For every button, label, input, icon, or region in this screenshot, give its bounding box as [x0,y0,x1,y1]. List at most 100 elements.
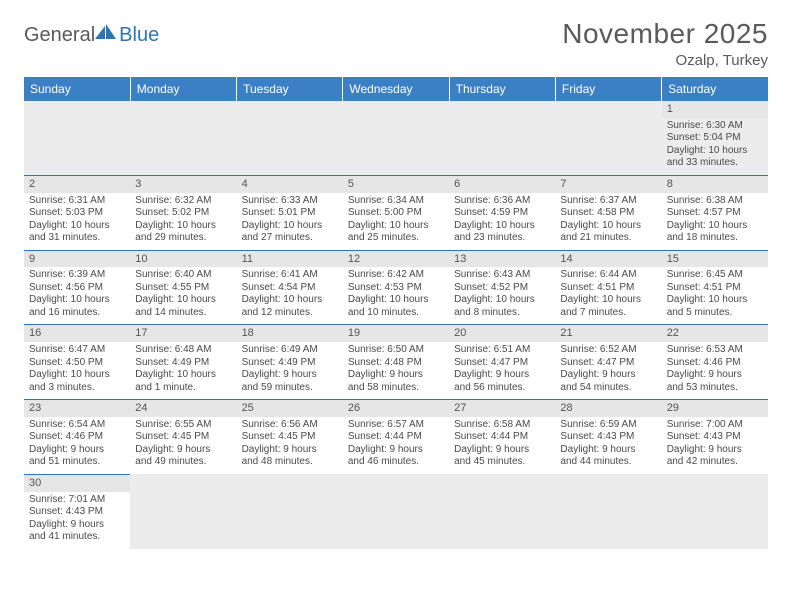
day-number: 17 [130,325,236,342]
calendar-cell: 25Sunrise: 6:56 AMSunset: 4:45 PMDayligh… [237,400,343,475]
sunset-text: Sunset: 4:51 PM [560,282,656,295]
day-details: Sunrise: 6:50 AMSunset: 4:48 PMDaylight:… [348,344,444,394]
calendar-cell: 22Sunrise: 6:53 AMSunset: 4:46 PMDayligh… [662,325,768,400]
daylight-text: and 23 minutes. [454,232,550,245]
sunset-text: Sunset: 4:49 PM [135,357,231,370]
daylight-text: and 44 minutes. [560,456,656,469]
sunset-text: Sunset: 4:58 PM [560,207,656,220]
calendar-cell: 11Sunrise: 6:41 AMSunset: 4:54 PMDayligh… [237,250,343,325]
calendar-cell [343,474,449,548]
daylight-text: and 49 minutes. [135,456,231,469]
calendar-cell: 23Sunrise: 6:54 AMSunset: 4:46 PMDayligh… [24,400,130,475]
calendar-cell [343,101,449,175]
sunset-text: Sunset: 5:00 PM [348,207,444,220]
sunrise-text: Sunrise: 6:42 AM [348,269,444,282]
daylight-text: and 14 minutes. [135,307,231,320]
day-number: 1 [662,101,768,118]
sunset-text: Sunset: 4:43 PM [29,506,125,519]
calendar-cell: 28Sunrise: 6:59 AMSunset: 4:43 PMDayligh… [555,400,661,475]
day-details: Sunrise: 6:43 AMSunset: 4:52 PMDaylight:… [454,269,550,319]
calendar-cell [237,474,343,548]
calendar-cell: 2Sunrise: 6:31 AMSunset: 5:03 PMDaylight… [24,175,130,250]
daylight-text: and 46 minutes. [348,456,444,469]
day-details: Sunrise: 6:30 AMSunset: 5:04 PMDaylight:… [667,120,763,170]
daylight-text: Daylight: 9 hours [29,519,125,532]
calendar-cell [130,474,236,548]
day-header: Friday [555,77,661,101]
calendar-cell: 26Sunrise: 6:57 AMSunset: 4:44 PMDayligh… [343,400,449,475]
logo-text-general: General [24,24,95,47]
location: Ozalp, Turkey [562,52,768,69]
daylight-text: and 54 minutes. [560,382,656,395]
daylight-text: Daylight: 10 hours [348,294,444,307]
calendar-cell: 20 Sunrise: 6:51 AMSunset: 4:47 PMDayligh… [449,325,555,400]
sunset-text: Sunset: 4:50 PM [29,357,125,370]
daylight-text: Daylight: 9 hours [560,444,656,457]
daylight-text: Daylight: 10 hours [667,220,763,233]
daylight-text: and 45 minutes. [454,456,550,469]
day-header: Saturday [662,77,768,101]
day-number: 14 [555,251,661,268]
daylight-text: and 31 minutes. [29,232,125,245]
calendar-cell [449,101,555,175]
day-number: 19 [343,325,449,342]
sunset-text: Sunset: 4:52 PM [454,282,550,295]
sunrise-text: Sunrise: 6:44 AM [560,269,656,282]
day-details: Sunrise: 6:33 AMSunset: 5:01 PMDaylight:… [242,195,338,245]
sunrise-text: Sunrise: 6:31 AM [29,195,125,208]
daylight-text: and 7 minutes. [560,307,656,320]
daylight-text: and 21 minutes. [560,232,656,245]
daylight-text: Daylight: 9 hours [29,444,125,457]
sunrise-text: Sunrise: 6:51 AM [454,344,550,357]
calendar-cell: 18Sunrise: 6:49 AMSunset: 4:49 PMDayligh… [237,325,343,400]
daylight-text: Daylight: 10 hours [454,220,550,233]
day-details: Sunrise: 6:51 AMSunset: 4:47 PMDaylight:… [454,344,550,394]
day-details: Sunrise: 6:48 AMSunset: 4:49 PMDaylight:… [135,344,231,394]
title-block: November 2025 Ozalp, Turkey [562,18,768,69]
daylight-text: and 58 minutes. [348,382,444,395]
day-number: 3 [130,176,236,193]
calendar-table: Sunday Monday Tuesday Wednesday Thursday… [24,77,768,549]
daylight-text: Daylight: 10 hours [135,294,231,307]
day-number: 24 [130,400,236,417]
calendar-cell: 6Sunrise: 6:36 AMSunset: 4:59 PMDaylight… [449,175,555,250]
calendar-cell: 5Sunrise: 6:34 AMSunset: 5:00 PMDaylight… [343,175,449,250]
calendar-cell: 16Sunrise: 6:47 AMSunset: 4:50 PMDayligh… [24,325,130,400]
calendar-row: 9Sunrise: 6:39 AMSunset: 4:56 PMDaylight… [24,250,768,325]
daylight-text: and 18 minutes. [667,232,763,245]
day-number: 20 [449,325,555,342]
daylight-text: and 8 minutes. [454,307,550,320]
day-details: Sunrise: 6:56 AMSunset: 4:45 PMDaylight:… [242,419,338,469]
day-details: Sunrise: 6:44 AMSunset: 4:51 PMDaylight:… [560,269,656,319]
calendar-cell: 15Sunrise: 6:45 AMSunset: 4:51 PMDayligh… [662,250,768,325]
sunset-text: Sunset: 4:54 PM [242,282,338,295]
sunrise-text: Sunrise: 7:00 AM [667,419,763,432]
sunrise-text: Sunrise: 6:39 AM [29,269,125,282]
calendar-cell: 12Sunrise: 6:42 AMSunset: 4:53 PMDayligh… [343,250,449,325]
daylight-text: Daylight: 10 hours [29,294,125,307]
day-details: Sunrise: 6:37 AMSunset: 4:58 PMDaylight:… [560,195,656,245]
day-details: Sunrise: 6:52 AMSunset: 4:47 PMDaylight:… [560,344,656,394]
day-number: 30 [24,475,130,492]
calendar-cell: 21Sunrise: 6:52 AMSunset: 4:47 PMDayligh… [555,325,661,400]
daylight-text: and 29 minutes. [135,232,231,245]
header: General Blue November 2025 Ozalp, Turkey [24,18,768,69]
calendar-cell [24,101,130,175]
calendar-row: 16Sunrise: 6:47 AMSunset: 4:50 PMDayligh… [24,325,768,400]
day-details: Sunrise: 6:34 AMSunset: 5:00 PMDaylight:… [348,195,444,245]
daylight-text: and 53 minutes. [667,382,763,395]
daylight-text: Daylight: 10 hours [667,145,763,158]
sunset-text: Sunset: 4:47 PM [454,357,550,370]
sunset-text: Sunset: 4:43 PM [667,431,763,444]
day-details: Sunrise: 6:42 AMSunset: 4:53 PMDaylight:… [348,269,444,319]
day-header-row: Sunday Monday Tuesday Wednesday Thursday… [24,77,768,101]
day-details: Sunrise: 6:32 AMSunset: 5:02 PMDaylight:… [135,195,231,245]
sunset-text: Sunset: 4:51 PM [667,282,763,295]
month-title: November 2025 [562,18,768,50]
daylight-text: and 3 minutes. [29,382,125,395]
day-details: Sunrise: 6:40 AMSunset: 4:55 PMDaylight:… [135,269,231,319]
day-number: 7 [555,176,661,193]
day-header: Tuesday [237,77,343,101]
day-number: 23 [24,400,130,417]
day-number: 29 [662,400,768,417]
